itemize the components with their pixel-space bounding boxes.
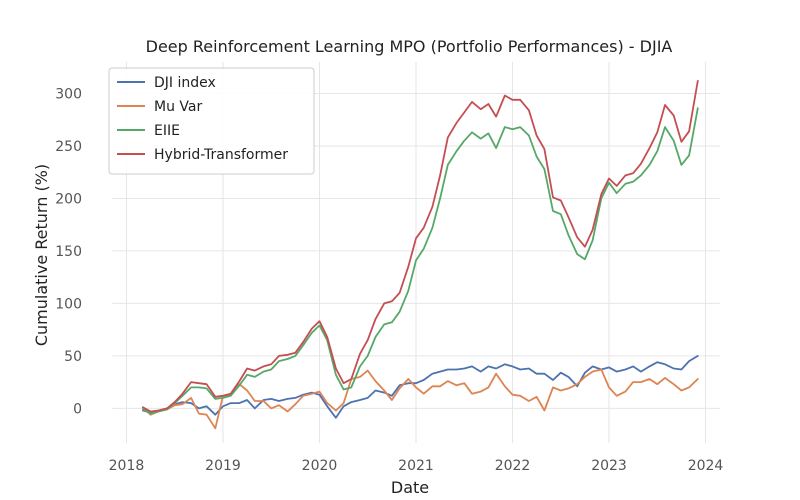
series-line-dji-index (141, 354, 699, 419)
x-axis-label: Date (391, 478, 429, 497)
legend-entry: Mu Var (154, 99, 202, 115)
series-lines (141, 80, 699, 430)
x-tick-label: 2024 (688, 458, 724, 474)
series-line-hybrid-transformer (141, 80, 699, 413)
y-tick-label: 150 (55, 244, 82, 260)
y-tick-label: 250 (55, 139, 82, 155)
x-tick-label: 2020 (302, 458, 338, 474)
x-tick-label: 2021 (398, 458, 434, 474)
tick-labels: 0 50 100 150 200 250 300 2018 2019 2020 2021 2022 20… (55, 86, 723, 474)
series-line-eiie (141, 107, 699, 415)
y-axis-label: Cumulative Return (%) (32, 164, 51, 346)
legend: DJI index Mu Var EIIE Hybrid-Transformer (108, 67, 315, 175)
legend-box (108, 67, 315, 175)
legend-entry: EIIE (154, 123, 180, 139)
y-tick-label: 200 (55, 191, 82, 207)
legend-entry: DJI index (154, 75, 216, 91)
legend-entry: Hybrid-Transformer (154, 147, 288, 163)
x-tick-label: 2019 (205, 458, 241, 474)
y-tick-label: 50 (64, 349, 82, 365)
y-tick-label: 300 (55, 86, 82, 102)
x-tick-label: 2022 (495, 458, 531, 474)
y-tick-label: 100 (55, 296, 82, 312)
x-tick-label: 2018 (109, 458, 145, 474)
x-tick-label: 2023 (591, 458, 627, 474)
chart-title: Deep Reinforcement Learning MPO (Portfol… (146, 37, 673, 56)
y-tick-label: 0 (73, 401, 82, 417)
